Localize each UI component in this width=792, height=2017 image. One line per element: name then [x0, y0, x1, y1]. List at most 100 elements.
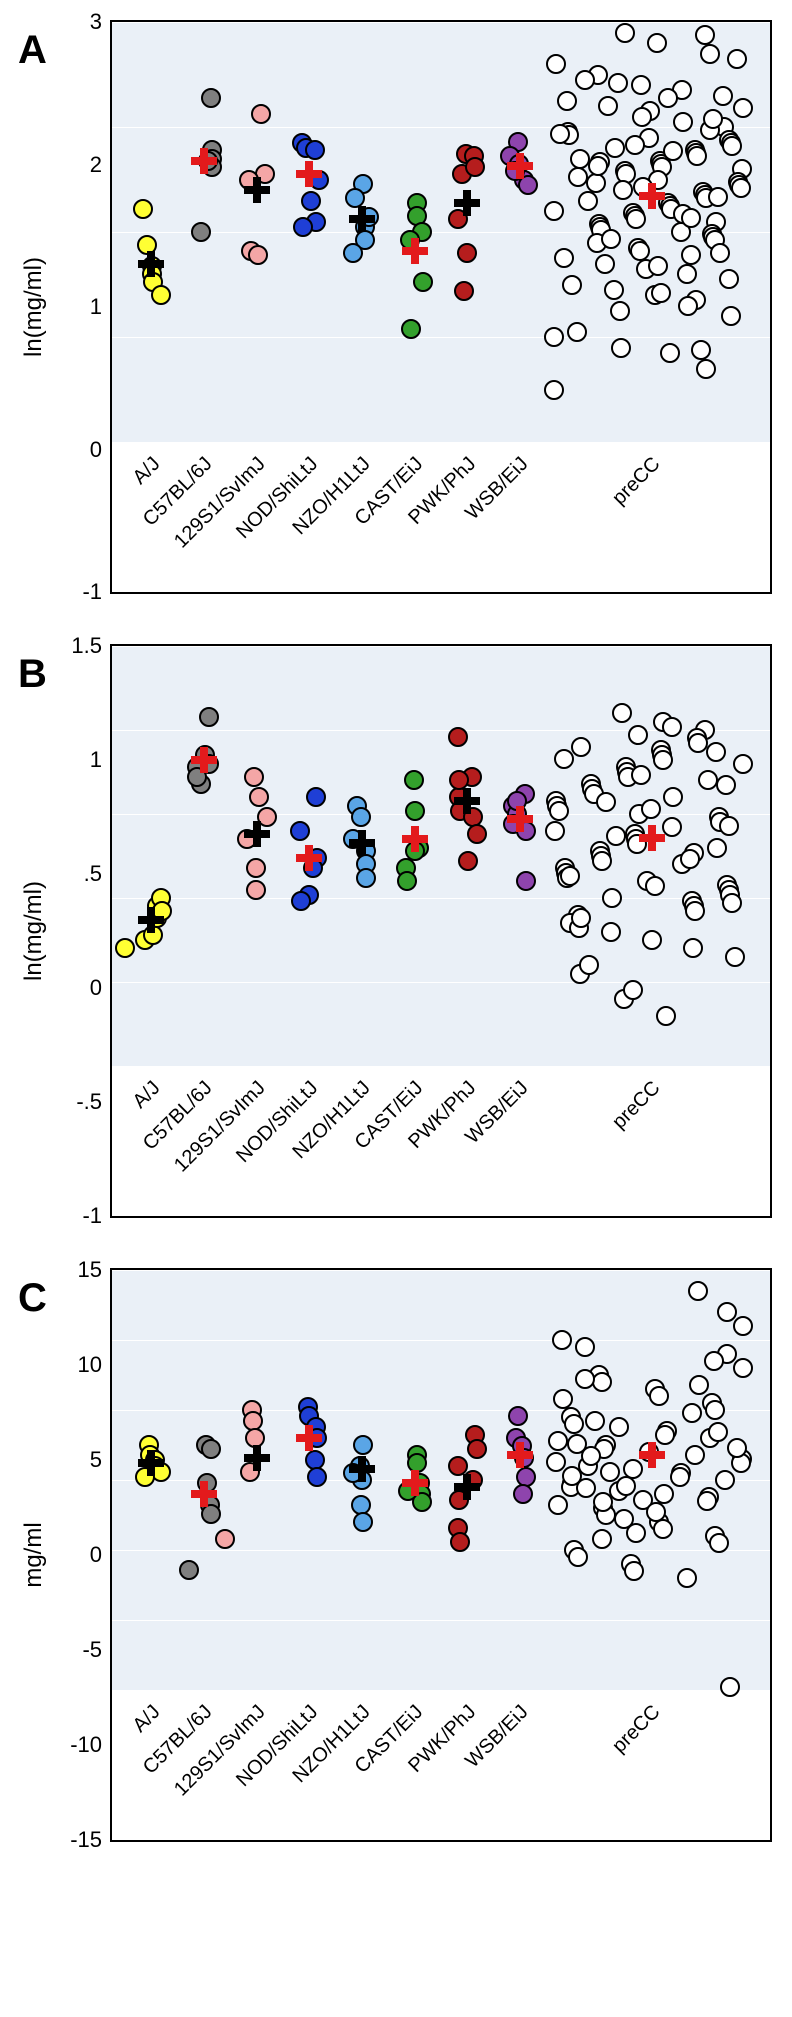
- ytick-label: -1: [82, 1203, 102, 1229]
- data-point: [691, 340, 711, 360]
- data-point: [685, 901, 705, 921]
- xtick-label: preCC: [608, 450, 668, 510]
- mean-marker: [402, 238, 428, 264]
- data-point: [301, 191, 321, 211]
- mean-marker: [639, 825, 665, 851]
- mean-marker: [191, 747, 217, 773]
- data-point: [353, 1512, 373, 1532]
- data-point: [725, 947, 745, 967]
- data-point: [662, 717, 682, 737]
- data-point: [513, 1484, 533, 1504]
- y-axis-label: ln(mg/ml): [20, 881, 48, 981]
- data-point: [557, 91, 577, 111]
- data-point: [653, 750, 673, 770]
- data-point: [683, 938, 703, 958]
- data-point: [575, 70, 595, 90]
- data-point: [697, 1491, 717, 1511]
- data-point: [681, 208, 701, 228]
- data-point: [658, 88, 678, 108]
- data-point: [151, 285, 171, 305]
- mean-marker: [296, 161, 322, 187]
- plot-area: [112, 22, 770, 442]
- data-point: [680, 849, 700, 869]
- data-point: [568, 1547, 588, 1567]
- xtick-label: A/J: [128, 1698, 168, 1738]
- data-point: [592, 851, 612, 871]
- data-point: [554, 749, 574, 769]
- data-point: [641, 799, 661, 819]
- gridline: [112, 1340, 770, 1341]
- plot-area: [112, 646, 770, 1066]
- data-point: [546, 1452, 566, 1472]
- data-point: [554, 248, 574, 268]
- data-point: [719, 816, 739, 836]
- data-point: [562, 275, 582, 295]
- chart-container: ln(mg/ml)-1-.50.511.5A/JC57BL/6J129S1/Sv…: [110, 644, 772, 1218]
- data-point: [215, 1529, 235, 1549]
- data-point: [179, 1560, 199, 1580]
- chart-container: mg/ml-15-10-5051015A/JC57BL/6J129S1/SvIm…: [110, 1268, 772, 1842]
- data-point: [249, 787, 269, 807]
- data-point: [670, 1467, 690, 1487]
- data-point: [646, 1502, 666, 1522]
- data-point: [575, 1337, 595, 1357]
- ytick-label: 10: [78, 1352, 102, 1378]
- data-point: [571, 908, 591, 928]
- data-point: [695, 25, 715, 45]
- ytick-label: 0: [90, 1542, 102, 1568]
- data-point: [707, 838, 727, 858]
- ytick-label: 3: [90, 9, 102, 35]
- data-point: [600, 1462, 620, 1482]
- data-point: [733, 1316, 753, 1336]
- data-point: [663, 787, 683, 807]
- ytick-label: 2: [90, 152, 102, 178]
- data-point: [709, 1533, 729, 1553]
- data-point: [654, 1484, 674, 1504]
- mean-marker: [507, 1442, 533, 1468]
- data-point: [631, 75, 651, 95]
- data-point: [615, 23, 635, 43]
- data-point: [305, 140, 325, 160]
- chart-container: ln(mg/ml)-10123A/JC57BL/6J129S1/SvImJNOD…: [110, 20, 772, 594]
- xtick-label: preCC: [608, 1698, 668, 1758]
- mean-marker: [296, 845, 322, 871]
- data-point: [465, 157, 485, 177]
- ytick-label: 0: [90, 975, 102, 1001]
- panel-label: B: [18, 652, 47, 697]
- mean-marker: [296, 1425, 322, 1451]
- data-point: [448, 727, 468, 747]
- data-point: [642, 930, 662, 950]
- data-point: [721, 306, 741, 326]
- data-point: [608, 73, 628, 93]
- data-point: [645, 876, 665, 896]
- data-point: [677, 1568, 697, 1588]
- data-point: [598, 96, 618, 116]
- x-axis-labels: A/JC57BL/6J129S1/SvImJNOD/ShiLtJNZO/H1Lt…: [112, 442, 770, 592]
- y-axis-label: mg/ml: [20, 1522, 48, 1587]
- data-point: [571, 737, 591, 757]
- data-point: [662, 817, 682, 837]
- data-point: [733, 98, 753, 118]
- data-point: [682, 1403, 702, 1423]
- data-point: [623, 980, 643, 1000]
- data-point: [579, 955, 599, 975]
- data-point: [550, 124, 570, 144]
- gridline: [112, 898, 770, 899]
- gridline: [112, 1410, 770, 1411]
- gridline: [112, 982, 770, 983]
- mean-marker: [244, 177, 270, 203]
- xtick-label: preCC: [608, 1074, 668, 1134]
- data-point: [351, 807, 371, 827]
- mean-marker: [349, 1456, 375, 1482]
- data-point: [248, 245, 268, 265]
- data-point: [546, 54, 566, 74]
- data-point: [696, 359, 716, 379]
- data-point: [544, 327, 564, 347]
- ytick-label: 0: [90, 437, 102, 463]
- data-point: [602, 888, 622, 908]
- mean-marker: [402, 826, 428, 852]
- data-point: [356, 868, 376, 888]
- data-point: [592, 1529, 612, 1549]
- ytick-label: -5: [82, 1637, 102, 1663]
- data-point: [656, 1006, 676, 1026]
